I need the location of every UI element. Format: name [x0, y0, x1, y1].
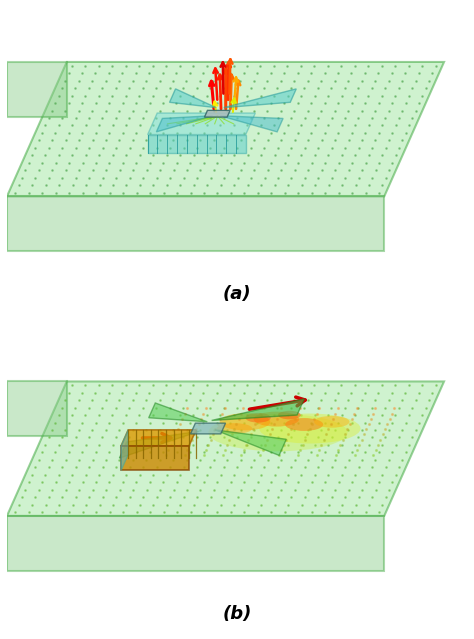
Polygon shape [121, 430, 128, 470]
Ellipse shape [285, 418, 323, 431]
Polygon shape [191, 423, 226, 434]
Polygon shape [224, 89, 296, 108]
Polygon shape [7, 381, 444, 516]
Ellipse shape [314, 416, 349, 427]
Ellipse shape [220, 413, 270, 430]
Ellipse shape [259, 413, 361, 443]
Polygon shape [119, 431, 199, 458]
Ellipse shape [278, 411, 301, 419]
Polygon shape [7, 196, 384, 251]
Polygon shape [147, 113, 255, 135]
Polygon shape [7, 381, 67, 436]
Polygon shape [121, 430, 196, 446]
Polygon shape [215, 430, 286, 456]
Ellipse shape [217, 423, 252, 434]
Polygon shape [220, 116, 283, 132]
Polygon shape [149, 403, 207, 422]
Polygon shape [7, 516, 384, 571]
Ellipse shape [209, 414, 347, 451]
Polygon shape [156, 116, 213, 132]
Polygon shape [7, 62, 67, 117]
Polygon shape [7, 62, 444, 196]
Ellipse shape [246, 413, 271, 422]
Polygon shape [170, 89, 216, 108]
Text: (b): (b) [222, 605, 252, 623]
Polygon shape [121, 446, 189, 470]
Polygon shape [147, 135, 246, 153]
Polygon shape [204, 111, 230, 117]
Ellipse shape [254, 412, 299, 427]
Polygon shape [212, 399, 304, 420]
Text: (a): (a) [223, 286, 251, 304]
